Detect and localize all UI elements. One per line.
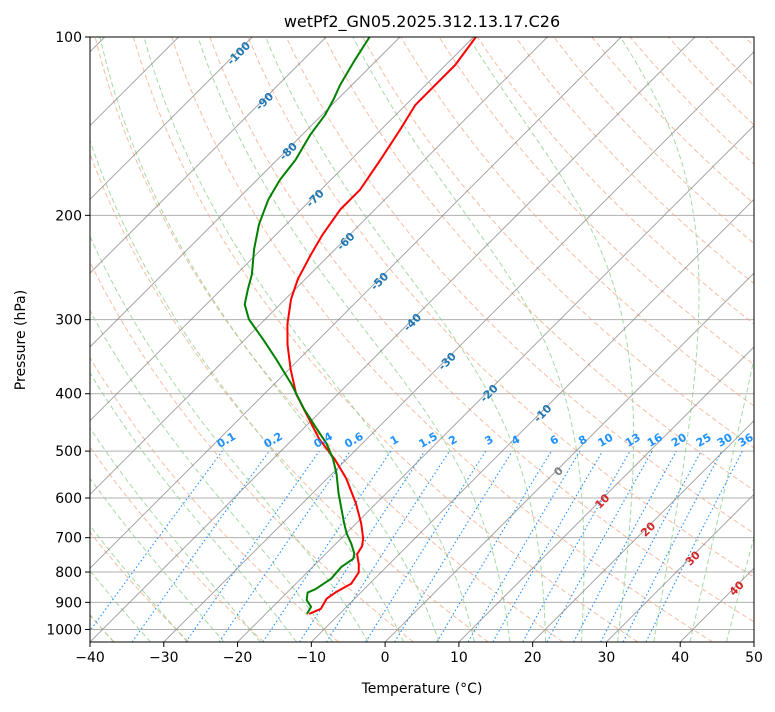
- y-tick-label: 500: [55, 444, 82, 460]
- y-tick-label: 800: [55, 565, 82, 581]
- x-tick-label: −30: [149, 650, 179, 666]
- x-tick-label: 40: [671, 650, 689, 666]
- x-tick-label: 10: [450, 650, 468, 666]
- y-tick-label: 600: [55, 491, 82, 507]
- x-tick-label: −40: [75, 650, 105, 666]
- y-axis-label: Pressure (hPa): [13, 290, 29, 390]
- x-tick-label: 0: [381, 650, 390, 666]
- x-tick-label: 20: [524, 650, 542, 666]
- x-tick-label: 30: [598, 650, 616, 666]
- y-tick-label: 1000: [46, 622, 82, 638]
- y-tick-label: 100: [55, 30, 82, 46]
- y-tick-label: 900: [55, 595, 82, 611]
- y-tick-label: 200: [55, 208, 82, 224]
- x-tick-label: −10: [297, 650, 327, 666]
- y-tick-label: 300: [55, 313, 82, 329]
- y-tick-label: 400: [55, 387, 82, 403]
- y-tick-label: 700: [55, 531, 82, 547]
- x-tick-label: 50: [745, 650, 763, 666]
- x-tick-label: −20: [223, 650, 253, 666]
- x-axis-label: Temperature (°C): [361, 681, 483, 697]
- chart-title: wetPf2_GN05.2025.312.13.17.C26: [284, 12, 560, 32]
